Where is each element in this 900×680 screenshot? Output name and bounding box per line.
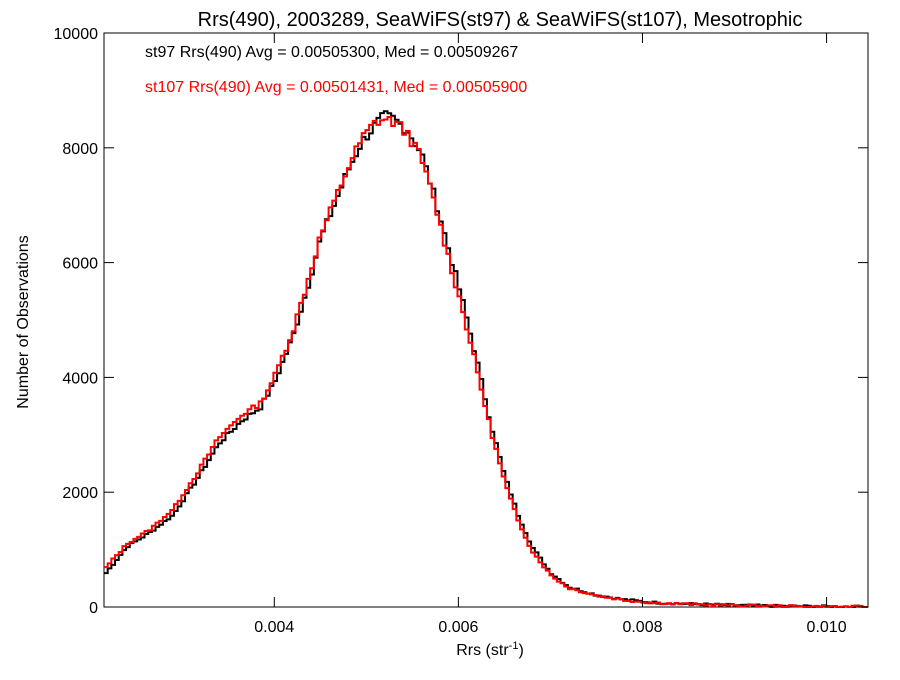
- x-axis-label: Rrs (str-1): [456, 640, 524, 659]
- x-tick-label: 0.008: [622, 619, 662, 636]
- y-tick-label: 8000: [62, 141, 98, 158]
- x-tick-label: 0.010: [807, 619, 847, 636]
- y-axis-label: Number of Observations: [15, 235, 32, 408]
- chart-title: Rrs(490), 2003289, SeaWiFS(st97) & SeaWi…: [198, 9, 803, 31]
- x-tick-label: 0.004: [254, 619, 294, 636]
- legend: st97 Rrs(490) Avg = 0.00505300, Med = 0.…: [145, 44, 527, 96]
- x-tick-label: 0.006: [438, 619, 478, 636]
- legend-entry-st107: st107 Rrs(490) Avg = 0.00501431, Med = 0…: [145, 79, 527, 96]
- series-st107-histogram: [104, 115, 868, 608]
- y-axis-ticks: 0 2000 4000 6000 8000 10000: [54, 26, 868, 617]
- plot-frame: [103, 32, 869, 608]
- y-tick-label: 6000: [62, 256, 98, 273]
- series-layer: [104, 110, 868, 608]
- y-tick-label: 4000: [62, 370, 98, 387]
- x-axis-ticks: 0.004 0.006 0.008 0.010: [254, 33, 847, 636]
- legend-entry-st97: st97 Rrs(490) Avg = 0.00505300, Med = 0.…: [145, 44, 518, 61]
- x-axis-label-close: ): [518, 642, 523, 659]
- y-tick-label: 2000: [62, 485, 98, 502]
- y-tick-label: 10000: [54, 26, 99, 43]
- y-tick-label: 0: [89, 600, 98, 617]
- x-axis-label-superscript: -1: [509, 640, 519, 652]
- x-axis-label-text: Rrs (str: [456, 642, 509, 659]
